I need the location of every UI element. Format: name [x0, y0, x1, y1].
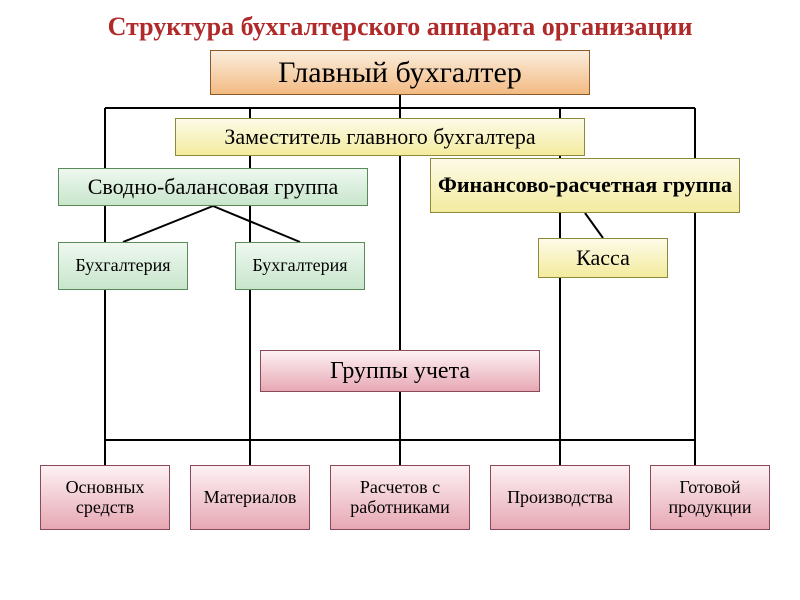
- node-bookkeeping2: Бухгалтерия: [235, 242, 365, 290]
- node-finished_goods: Готовой продукции: [650, 465, 770, 530]
- node-fixed_assets: Основных средств: [40, 465, 170, 530]
- node-chief: Главный бухгалтер: [210, 50, 590, 95]
- node-balance_group: Сводно-балансовая группа: [58, 168, 368, 206]
- node-deputy: Заместитель главного бухгалтера: [175, 118, 585, 156]
- node-payroll: Расчетов с работниками: [330, 465, 470, 530]
- node-bookkeeping1: Бухгалтерия: [58, 242, 188, 290]
- node-finance_group: Финансово-расчетная группа: [430, 158, 740, 213]
- node-cash: Касса: [538, 238, 668, 278]
- diagram-title: Структура бухгалтерского аппарата органи…: [0, 12, 800, 42]
- node-accounting_groups: Группы учета: [260, 350, 540, 392]
- node-materials: Материалов: [190, 465, 310, 530]
- node-production: Производства: [490, 465, 630, 530]
